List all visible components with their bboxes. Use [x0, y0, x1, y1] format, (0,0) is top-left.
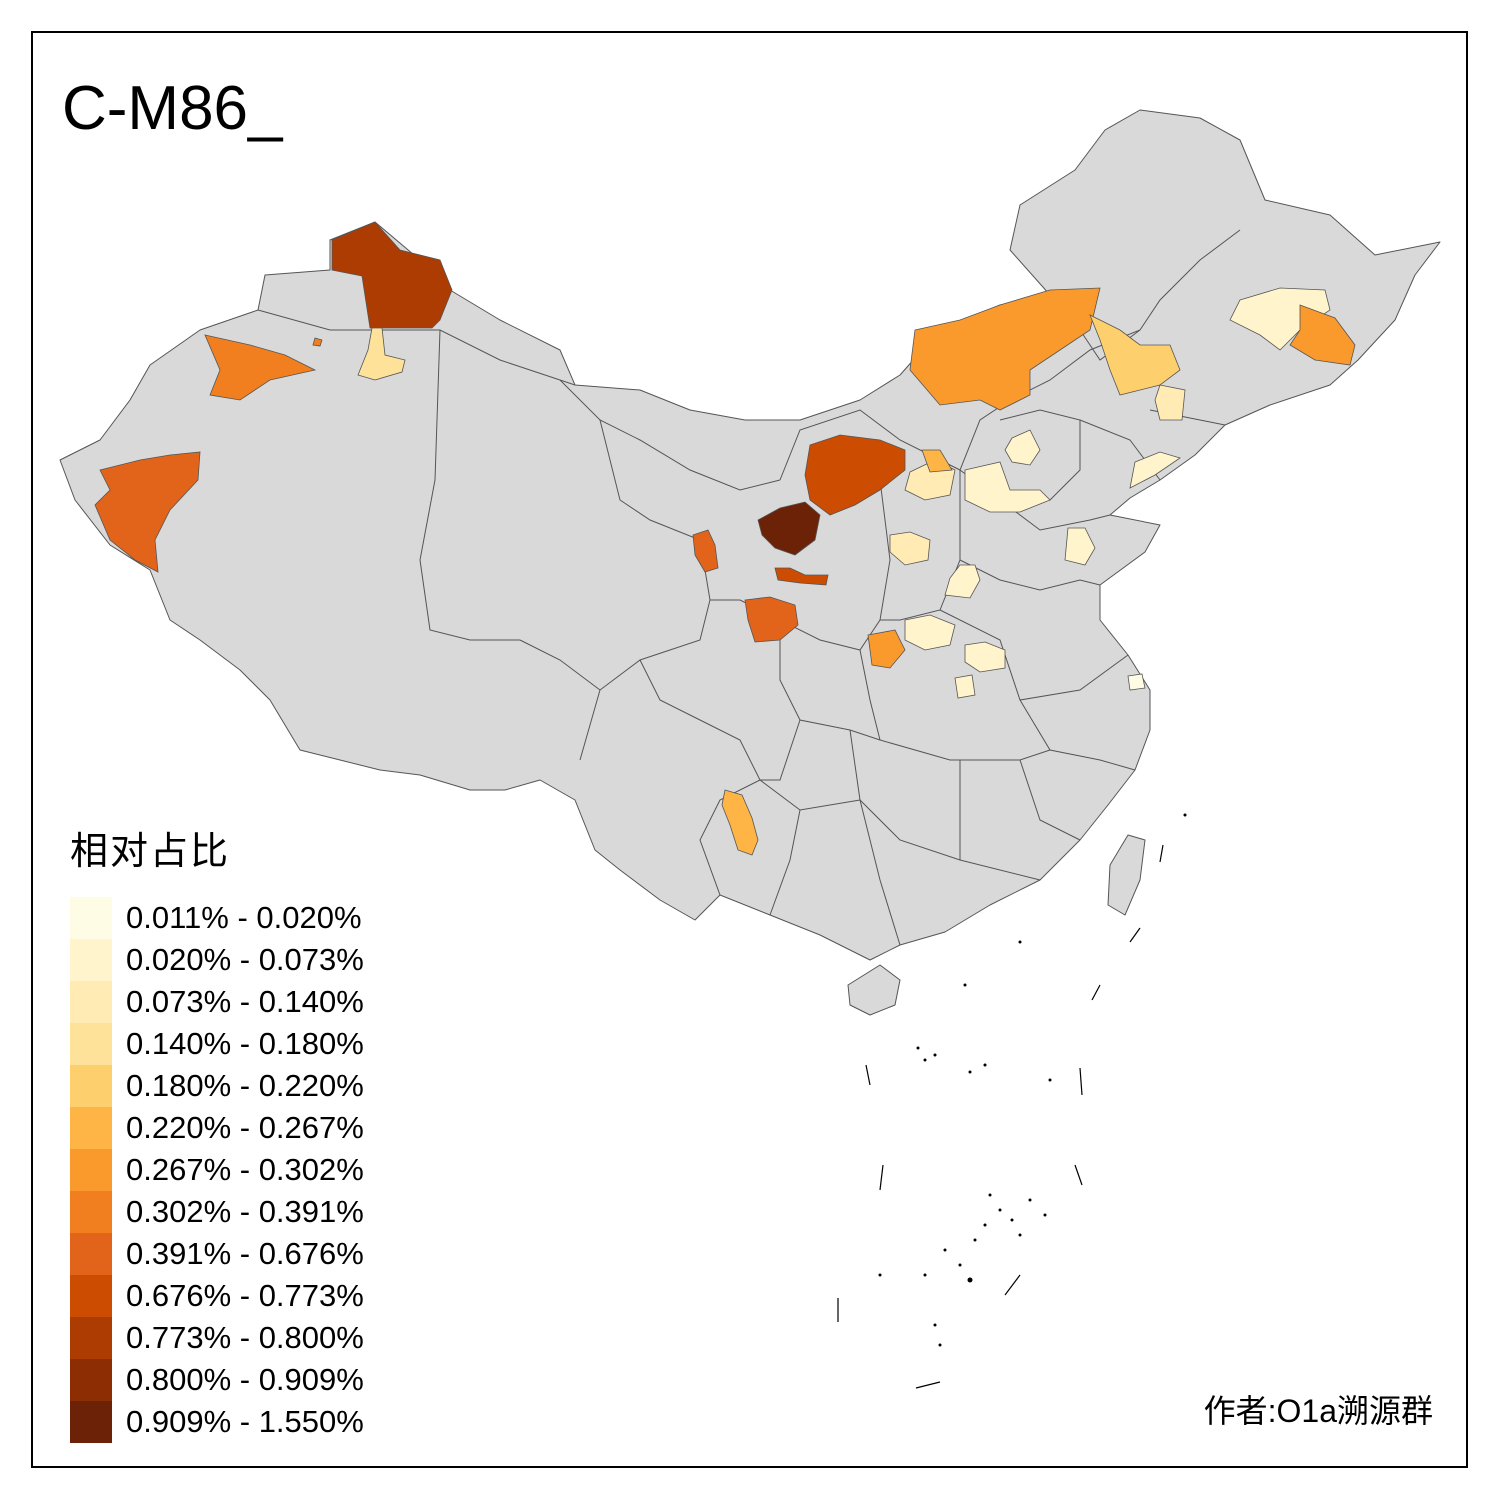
- legend-swatch: [70, 1149, 112, 1191]
- region-hulunbuir: [909, 287, 1101, 411]
- region-shijiazhuang: [944, 564, 981, 599]
- legend-item: 0.011% - 0.020%: [70, 897, 364, 939]
- region-sanmenxia: [867, 629, 906, 669]
- legend-swatch: [70, 1065, 112, 1107]
- region-kashgar: [94, 451, 201, 573]
- region-datong-orange: [921, 449, 953, 473]
- legend-swatch: [70, 897, 112, 939]
- legend-label: 0.302% - 0.391%: [126, 1194, 364, 1229]
- legend-label: 0.391% - 0.676%: [126, 1236, 364, 1271]
- legend-label: 0.909% - 1.550%: [126, 1404, 364, 1439]
- region-yinchuan: [757, 501, 821, 556]
- legend-label: 0.011% - 0.020%: [126, 900, 362, 935]
- region-haidong: [692, 529, 719, 573]
- region-shanghai: [1127, 673, 1146, 691]
- region-taiyuan: [889, 531, 931, 566]
- region-songyuan: [1154, 384, 1186, 421]
- map-frame: [31, 31, 1468, 1468]
- region-karamay: [357, 327, 406, 381]
- region-tianshui: [744, 596, 799, 643]
- region-zhumadian: [964, 641, 1006, 673]
- legend-swatch: [70, 1317, 112, 1359]
- legend-item: 0.800% - 0.909%: [70, 1359, 364, 1401]
- region-altay: [331, 221, 453, 329]
- legend-swatch: [70, 981, 112, 1023]
- legend-item: 0.267% - 0.302%: [70, 1149, 364, 1191]
- region-xiangyang: [954, 674, 976, 699]
- region-jinan: [1064, 527, 1096, 566]
- author-credit: 作者:O1a溯源群: [1203, 1393, 1433, 1429]
- legend-item: 0.773% - 0.800%: [70, 1317, 364, 1359]
- region-dalian: [1129, 451, 1181, 489]
- legend-label: 0.220% - 0.267%: [126, 1110, 364, 1145]
- legend-swatch: [70, 1233, 112, 1275]
- legend-label: 0.800% - 0.909%: [126, 1362, 364, 1397]
- legend-item: 0.391% - 0.676%: [70, 1233, 364, 1275]
- legend-swatch: [70, 1275, 112, 1317]
- legend-label: 0.676% - 0.773%: [126, 1278, 364, 1313]
- legend-label: 0.773% - 0.800%: [126, 1320, 364, 1355]
- legend-swatch: [70, 939, 112, 981]
- legend-item: 0.302% - 0.391%: [70, 1191, 364, 1233]
- region-dali: [721, 789, 759, 856]
- hainan-island: [847, 964, 901, 1016]
- legend-item: 0.140% - 0.180%: [70, 1023, 364, 1065]
- legend-swatch: [70, 1359, 112, 1401]
- legend-swatch: [70, 1023, 112, 1065]
- legend-swatch: [70, 1107, 112, 1149]
- legend-swatch: [70, 1191, 112, 1233]
- region-small-yili: [312, 337, 323, 347]
- legend-label: 0.180% - 0.220%: [126, 1068, 364, 1103]
- region-ordos: [804, 434, 906, 516]
- region-guyuan: [774, 567, 829, 586]
- region-mudanjiang: [1289, 304, 1356, 366]
- map-title: C-M86_: [62, 74, 283, 143]
- region-hebei: [964, 461, 1051, 513]
- region-yili: [204, 334, 317, 401]
- legend-title: 相对占比: [70, 831, 231, 873]
- legend-label: 0.020% - 0.073%: [126, 942, 364, 977]
- legend-item: 0.180% - 0.220%: [70, 1065, 364, 1107]
- legend-item: 0.909% - 1.550%: [70, 1401, 364, 1443]
- taiwan-island: [1107, 834, 1146, 916]
- region-beijing-yellow: [1004, 429, 1041, 466]
- legend-item: 0.676% - 0.773%: [70, 1275, 364, 1317]
- legend-label: 0.073% - 0.140%: [126, 984, 364, 1019]
- legend-label: 0.140% - 0.180%: [126, 1026, 364, 1061]
- region-hinggan: [1089, 314, 1181, 396]
- legend-swatch: [70, 1401, 112, 1443]
- legend-rows: 0.011% - 0.020% 0.020% - 0.073% 0.073% - 0…: [70, 897, 364, 1443]
- legend-item: 0.220% - 0.267%: [70, 1107, 364, 1149]
- legend: 相对占比 0.011% - 0.020% 0.020% - 0.073% 0.073…: [70, 820, 364, 1443]
- legend-item: 0.073% - 0.140%: [70, 981, 364, 1023]
- legend-item: 0.020% - 0.073%: [70, 939, 364, 981]
- region-luoyang: [904, 614, 956, 651]
- legend-label: 0.267% - 0.302%: [126, 1152, 364, 1187]
